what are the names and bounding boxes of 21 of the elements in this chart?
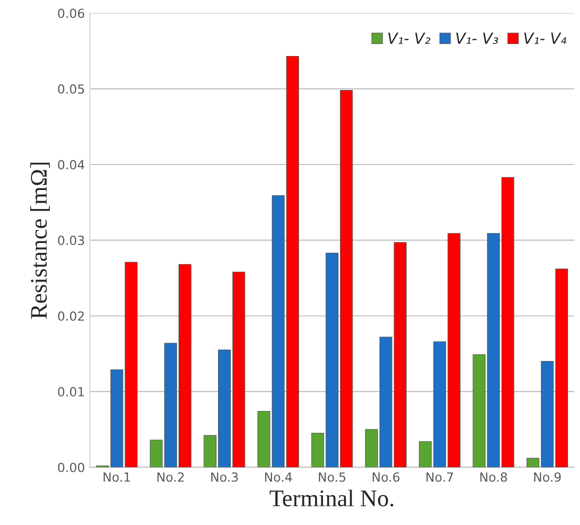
y-axis-title: Resistance [mΩ] (30, 162, 50, 319)
x-tick-label: No.5 (318, 472, 346, 482)
y-tick-label: 0.05 (58, 84, 84, 94)
legend-label: V₁- V₃ (456, 32, 498, 44)
y-tick-label: 0.01 (58, 387, 84, 396)
x-tick-label: No.4 (265, 472, 292, 482)
legend-label: V₁- V₂ (388, 32, 430, 44)
x-tick-label: No.3 (211, 472, 238, 482)
x-tick-label: No.6 (372, 472, 400, 482)
y-tick-label: 0.00 (58, 462, 84, 472)
x-axis-title: Terminal No. (270, 490, 394, 506)
y-tick-label: 0.03 (58, 236, 84, 246)
x-tick-label: No.9 (534, 472, 561, 482)
y-tick-label: 0.06 (58, 8, 84, 18)
legend-label: V₁- V₄ (524, 32, 566, 44)
y-tick-label: 0.04 (58, 160, 84, 170)
x-tick-label: No.8 (480, 472, 507, 482)
x-tick-label: No.1 (104, 472, 130, 482)
x-tick-label: No.2 (157, 472, 184, 482)
x-tick-label: No.7 (426, 472, 453, 482)
y-tick-label: 0.02 (58, 311, 84, 321)
